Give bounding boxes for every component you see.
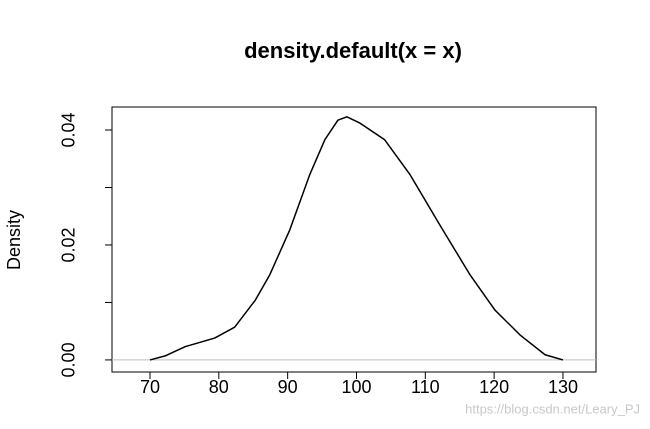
x-tick-label: 130 bbox=[548, 377, 578, 397]
x-tick-label: 80 bbox=[209, 377, 229, 397]
y-tick-label: 0.00 bbox=[59, 342, 79, 377]
y-tick-label: 0.02 bbox=[59, 227, 79, 262]
x-tick-label: 110 bbox=[411, 377, 440, 397]
x-tick-label: 70 bbox=[140, 377, 160, 397]
y-tick-label: 0.04 bbox=[59, 112, 79, 147]
density-line bbox=[149, 116, 564, 361]
y-axis-label: Density bbox=[4, 210, 24, 270]
watermark: https://blog.csdn.net/Leary_PJ bbox=[465, 401, 640, 416]
plot-frame bbox=[111, 106, 597, 373]
x-tick-label: 100 bbox=[341, 377, 371, 397]
x-tick-label: 90 bbox=[278, 377, 298, 397]
chart-title: density.default(x = x) bbox=[244, 38, 462, 63]
x-tick-label: 120 bbox=[479, 377, 509, 397]
